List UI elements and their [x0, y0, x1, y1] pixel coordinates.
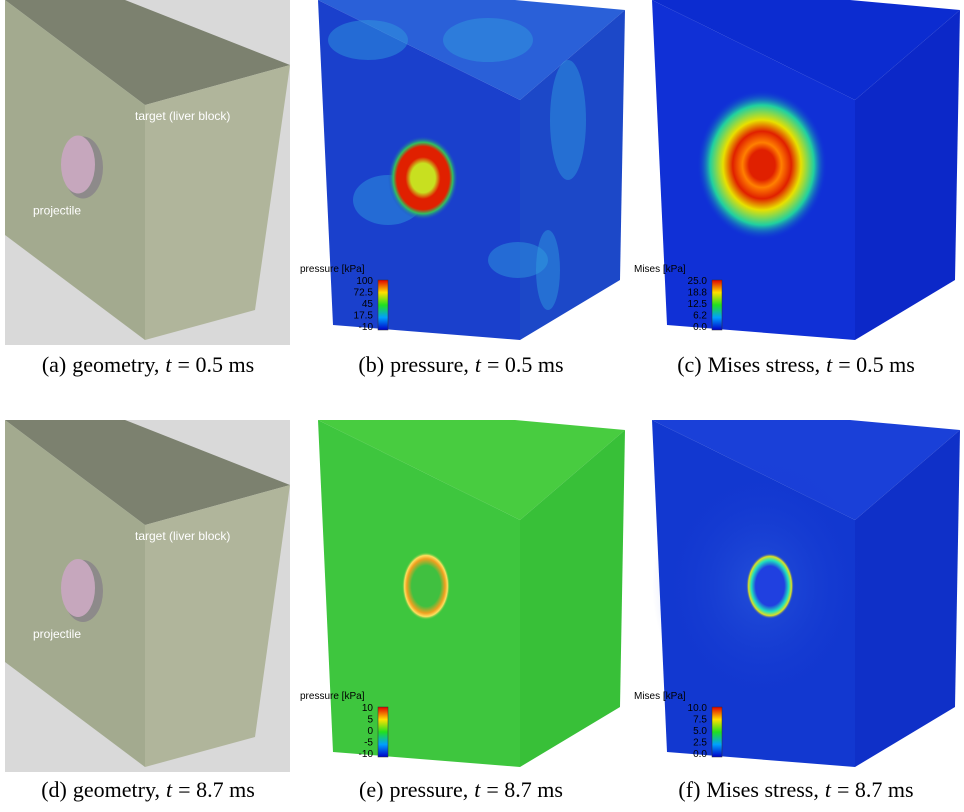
caption: (c) Mises stress,t= 0.5 ms	[677, 352, 915, 377]
caption-variable: t	[825, 777, 832, 802]
panel: target (liver block) projectile	[5, 0, 290, 345]
colorbar-tick-label: -5	[364, 738, 373, 749]
colorbar-tick-label: 18.8	[688, 288, 708, 299]
colorbar-tick-label: 25.0	[688, 276, 708, 287]
pressure-blob	[550, 60, 586, 180]
colorbar-tick-label: 0	[367, 726, 373, 737]
colorbar-tick-label: 17.5	[354, 311, 374, 322]
annotation: projectile	[33, 204, 81, 218]
caption-variable: t	[826, 352, 833, 377]
caption-text: Mises stress,	[708, 352, 820, 377]
caption-rest: = 8.7 ms	[178, 777, 255, 802]
caption-label: (f)	[678, 777, 700, 802]
colorbar	[378, 280, 388, 330]
caption-label: (a)	[42, 352, 66, 377]
caption-label: (c)	[677, 352, 701, 377]
colorbar-tick-label: 5.0	[693, 726, 707, 737]
colorbar-tick-label: 7.5	[693, 715, 707, 726]
projectile	[61, 559, 95, 617]
colorbar-tick-label: 10	[362, 703, 374, 714]
caption-variable: t	[474, 777, 481, 802]
annotation: target (liver block)	[135, 109, 230, 123]
colorbar-title: pressure [kPa]	[300, 691, 365, 702]
colorbar-tick-label: 0.0	[693, 322, 707, 333]
caption-label: (d)	[41, 777, 67, 802]
pressure-blob	[536, 230, 560, 310]
hot-spot	[388, 136, 458, 220]
caption-text: Mises stress,	[706, 777, 818, 802]
colorbar-tick-label: 6.2	[693, 311, 707, 322]
caption: (d)geometry,t= 8.7 ms	[41, 777, 255, 802]
caption: (e)pressure,t= 8.7 ms	[359, 777, 563, 802]
colorbar-tick-label: -10	[359, 322, 374, 333]
colorbar	[712, 280, 722, 330]
caption-rest: = 0.5 ms	[487, 352, 564, 377]
colorbar-tick-label: 0.0	[693, 749, 707, 760]
colorbar-tick-label: 2.5	[693, 738, 707, 749]
panel: Mises [kPa]25.018.812.56.20.0	[634, 0, 960, 340]
colorbar	[712, 707, 722, 757]
projectile	[61, 136, 95, 194]
caption-label: (e)	[359, 777, 383, 802]
colorbar-tick-label: 72.5	[354, 288, 374, 299]
caption-variable: t	[166, 777, 173, 802]
colorbar-title: Mises [kPa]	[634, 264, 686, 275]
colorbar-tick-label: -10	[359, 749, 374, 760]
caption-rest: = 0.5 ms	[178, 352, 255, 377]
caption-rest: = 8.7 ms	[837, 777, 914, 802]
colorbar-tick-label: 100	[356, 276, 373, 287]
caption-text: geometry,	[73, 777, 160, 802]
caption-rest: = 0.5 ms	[838, 352, 915, 377]
pressure-blob	[328, 20, 408, 60]
colorbar-tick-label: 10.0	[688, 703, 708, 714]
caption-variable: t	[165, 352, 172, 377]
caption: (b)pressure,t= 0.5 ms	[358, 352, 563, 377]
caption-text: geometry,	[72, 352, 159, 377]
caption-rest: = 8.7 ms	[486, 777, 563, 802]
annotation: target (liver block)	[135, 529, 230, 543]
caption-text: pressure,	[390, 352, 469, 377]
ring	[746, 553, 794, 619]
caption-text: pressure,	[389, 777, 468, 802]
colorbar-tick-label: 5	[367, 715, 373, 726]
panel: target (liver block) projectile	[5, 420, 290, 772]
caption: (f) Mises stress, t= 8.7 ms	[678, 777, 913, 802]
colorbar-title: pressure [kPa]	[300, 264, 365, 275]
annotation: projectile	[33, 627, 81, 641]
caption-variable: t	[475, 352, 482, 377]
colorbar-title: Mises [kPa]	[634, 691, 686, 702]
pressure-blob	[443, 18, 533, 62]
ring	[402, 552, 450, 620]
caption-label: (b)	[358, 352, 384, 377]
colorbar	[378, 707, 388, 757]
figure: target (liver block)projectile(a)geometr…	[0, 0, 964, 812]
caption: (a)geometry,t= 0.5 ms	[42, 352, 254, 377]
hot-spot	[697, 90, 827, 240]
panel: Mises [kPa]10.07.55.02.50.0	[634, 420, 960, 767]
colorbar-tick-label: 12.5	[688, 299, 708, 310]
colorbar-tick-label: 45	[362, 299, 374, 310]
